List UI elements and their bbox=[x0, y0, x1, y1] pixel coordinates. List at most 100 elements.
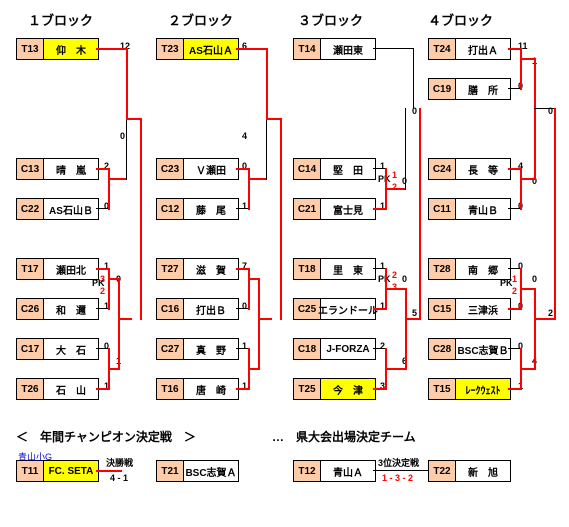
team-code: T25 bbox=[294, 379, 321, 399]
score: 5 bbox=[412, 308, 417, 318]
team-name: AS石山Ｂ bbox=[44, 199, 98, 219]
score: 1 bbox=[392, 170, 397, 180]
team-box: C11青山Ｂ bbox=[428, 198, 511, 220]
team-box: C26和 邇 bbox=[16, 298, 99, 320]
team-name: BSC志賀Ｂ bbox=[456, 339, 510, 359]
team-name: 長 等 bbox=[456, 159, 510, 179]
team-box: C17大 石 bbox=[16, 338, 99, 360]
team-box: C16打出Ｂ bbox=[156, 298, 239, 320]
team-box: C28BSC志賀Ｂ bbox=[428, 338, 511, 360]
team-code: C11 bbox=[429, 199, 456, 219]
team-box: C13晴 嵐 bbox=[16, 158, 99, 180]
team-name: 青山Ａ bbox=[321, 461, 375, 481]
team-box: C18J-FORZA bbox=[293, 338, 376, 360]
team-code: T15 bbox=[429, 379, 456, 399]
team-code: T11 bbox=[17, 461, 44, 481]
team-code: C16 bbox=[157, 299, 184, 319]
team-code: C15 bbox=[429, 299, 456, 319]
score: 2 bbox=[392, 182, 397, 192]
score: 4 bbox=[242, 131, 247, 141]
team-box: C14堅 田 bbox=[293, 158, 376, 180]
team-box: T26石 山 bbox=[16, 378, 99, 400]
team-code: T27 bbox=[157, 259, 184, 279]
team-name: 大 石 bbox=[44, 339, 98, 359]
team-code: T26 bbox=[17, 379, 44, 399]
team-code: C12 bbox=[157, 199, 184, 219]
team-name: 富士見 bbox=[321, 199, 375, 219]
block-title: １ブロック bbox=[28, 10, 93, 29]
championship-label: ＜ 年間チャンピオン決定戦 ＞ bbox=[16, 428, 196, 445]
team-name: BSC志賀Ａ bbox=[184, 461, 238, 481]
team-box: T27滋 賀 bbox=[156, 258, 239, 280]
team-name: J-FORZA bbox=[321, 339, 375, 359]
team-code: T14 bbox=[294, 39, 321, 59]
team-code: C27 bbox=[157, 339, 184, 359]
team-name: 瀬田北 bbox=[44, 259, 98, 279]
team-code: C19 bbox=[429, 79, 456, 99]
team-box: T16唐 崎 bbox=[156, 378, 239, 400]
team-code: C28 bbox=[429, 339, 456, 359]
score: 1 bbox=[242, 201, 247, 211]
team-code: C18 bbox=[294, 339, 321, 359]
team-box: C12藤 尾 bbox=[156, 198, 239, 220]
team-code: T24 bbox=[429, 39, 456, 59]
team-code: C25 bbox=[294, 299, 321, 319]
score: 2 bbox=[548, 308, 553, 318]
team-code: T17 bbox=[17, 259, 44, 279]
team-name: 真 野 bbox=[184, 339, 238, 359]
team-name: FC. SETA bbox=[44, 461, 98, 481]
team-box: T11FC. SETA bbox=[16, 460, 99, 482]
team-name: 三津浜 bbox=[456, 299, 510, 319]
team-box: C21富士見 bbox=[293, 198, 376, 220]
final-label: 決勝戦 bbox=[106, 456, 133, 469]
team-name: 仰 木 bbox=[44, 39, 98, 59]
team-box: C15三津浜 bbox=[428, 298, 511, 320]
team-box: T22新 旭 bbox=[428, 460, 511, 482]
team-code: T22 bbox=[429, 461, 456, 481]
block-title: ３ブロック bbox=[298, 10, 363, 29]
team-box: T21BSC志賀Ａ bbox=[156, 460, 239, 482]
team-name: 青山Ｂ bbox=[456, 199, 510, 219]
team-code: T23 bbox=[157, 39, 184, 59]
team-code: C22 bbox=[17, 199, 44, 219]
team-code: C13 bbox=[17, 159, 44, 179]
team-name: 堅 田 bbox=[321, 159, 375, 179]
third-score: 1 - 3 - 2 bbox=[382, 473, 413, 483]
team-box: T13仰 木 bbox=[16, 38, 99, 60]
score: 0 bbox=[532, 274, 537, 284]
team-box: C25エランドール bbox=[293, 298, 376, 320]
team-code: T21 bbox=[157, 461, 184, 481]
team-name: 藤 尾 bbox=[184, 199, 238, 219]
score: PK bbox=[92, 278, 105, 288]
score: 3 bbox=[392, 282, 397, 292]
team-name: 晴 嵐 bbox=[44, 159, 98, 179]
team-box: T17瀬田北 bbox=[16, 258, 99, 280]
team-box: T28南 郷 bbox=[428, 258, 511, 280]
team-code: C24 bbox=[429, 159, 456, 179]
team-code: C17 bbox=[17, 339, 44, 359]
team-name: 石 山 bbox=[44, 379, 98, 399]
team-name: エランドール bbox=[321, 299, 375, 319]
team-name: 唐 崎 bbox=[184, 379, 238, 399]
team-code: T28 bbox=[429, 259, 456, 279]
team-code: C21 bbox=[294, 199, 321, 219]
block-title: ４ブロック bbox=[428, 10, 493, 29]
score: 1 bbox=[242, 341, 247, 351]
team-code: T16 bbox=[157, 379, 184, 399]
team-box: C23Ｖ瀬田 bbox=[156, 158, 239, 180]
team-box: C19膳 所 bbox=[428, 78, 511, 100]
score: 0 bbox=[120, 131, 125, 141]
team-name: 打出Ａ bbox=[456, 39, 510, 59]
team-box: T23AS石山Ａ bbox=[156, 38, 239, 60]
team-code: C23 bbox=[157, 159, 184, 179]
third-label: 3位決定戦 bbox=[378, 456, 419, 469]
team-box: C24長 等 bbox=[428, 158, 511, 180]
team-code: C14 bbox=[294, 159, 321, 179]
team-box: T24打出Ａ bbox=[428, 38, 511, 60]
team-code: C26 bbox=[17, 299, 44, 319]
team-box: T12青山Ａ bbox=[293, 460, 376, 482]
score: 0 bbox=[402, 274, 407, 284]
team-name: 膳 所 bbox=[456, 79, 510, 99]
prefecture-label: … 県大会出場決定チーム bbox=[272, 428, 416, 445]
team-box: T18里 東 bbox=[293, 258, 376, 280]
